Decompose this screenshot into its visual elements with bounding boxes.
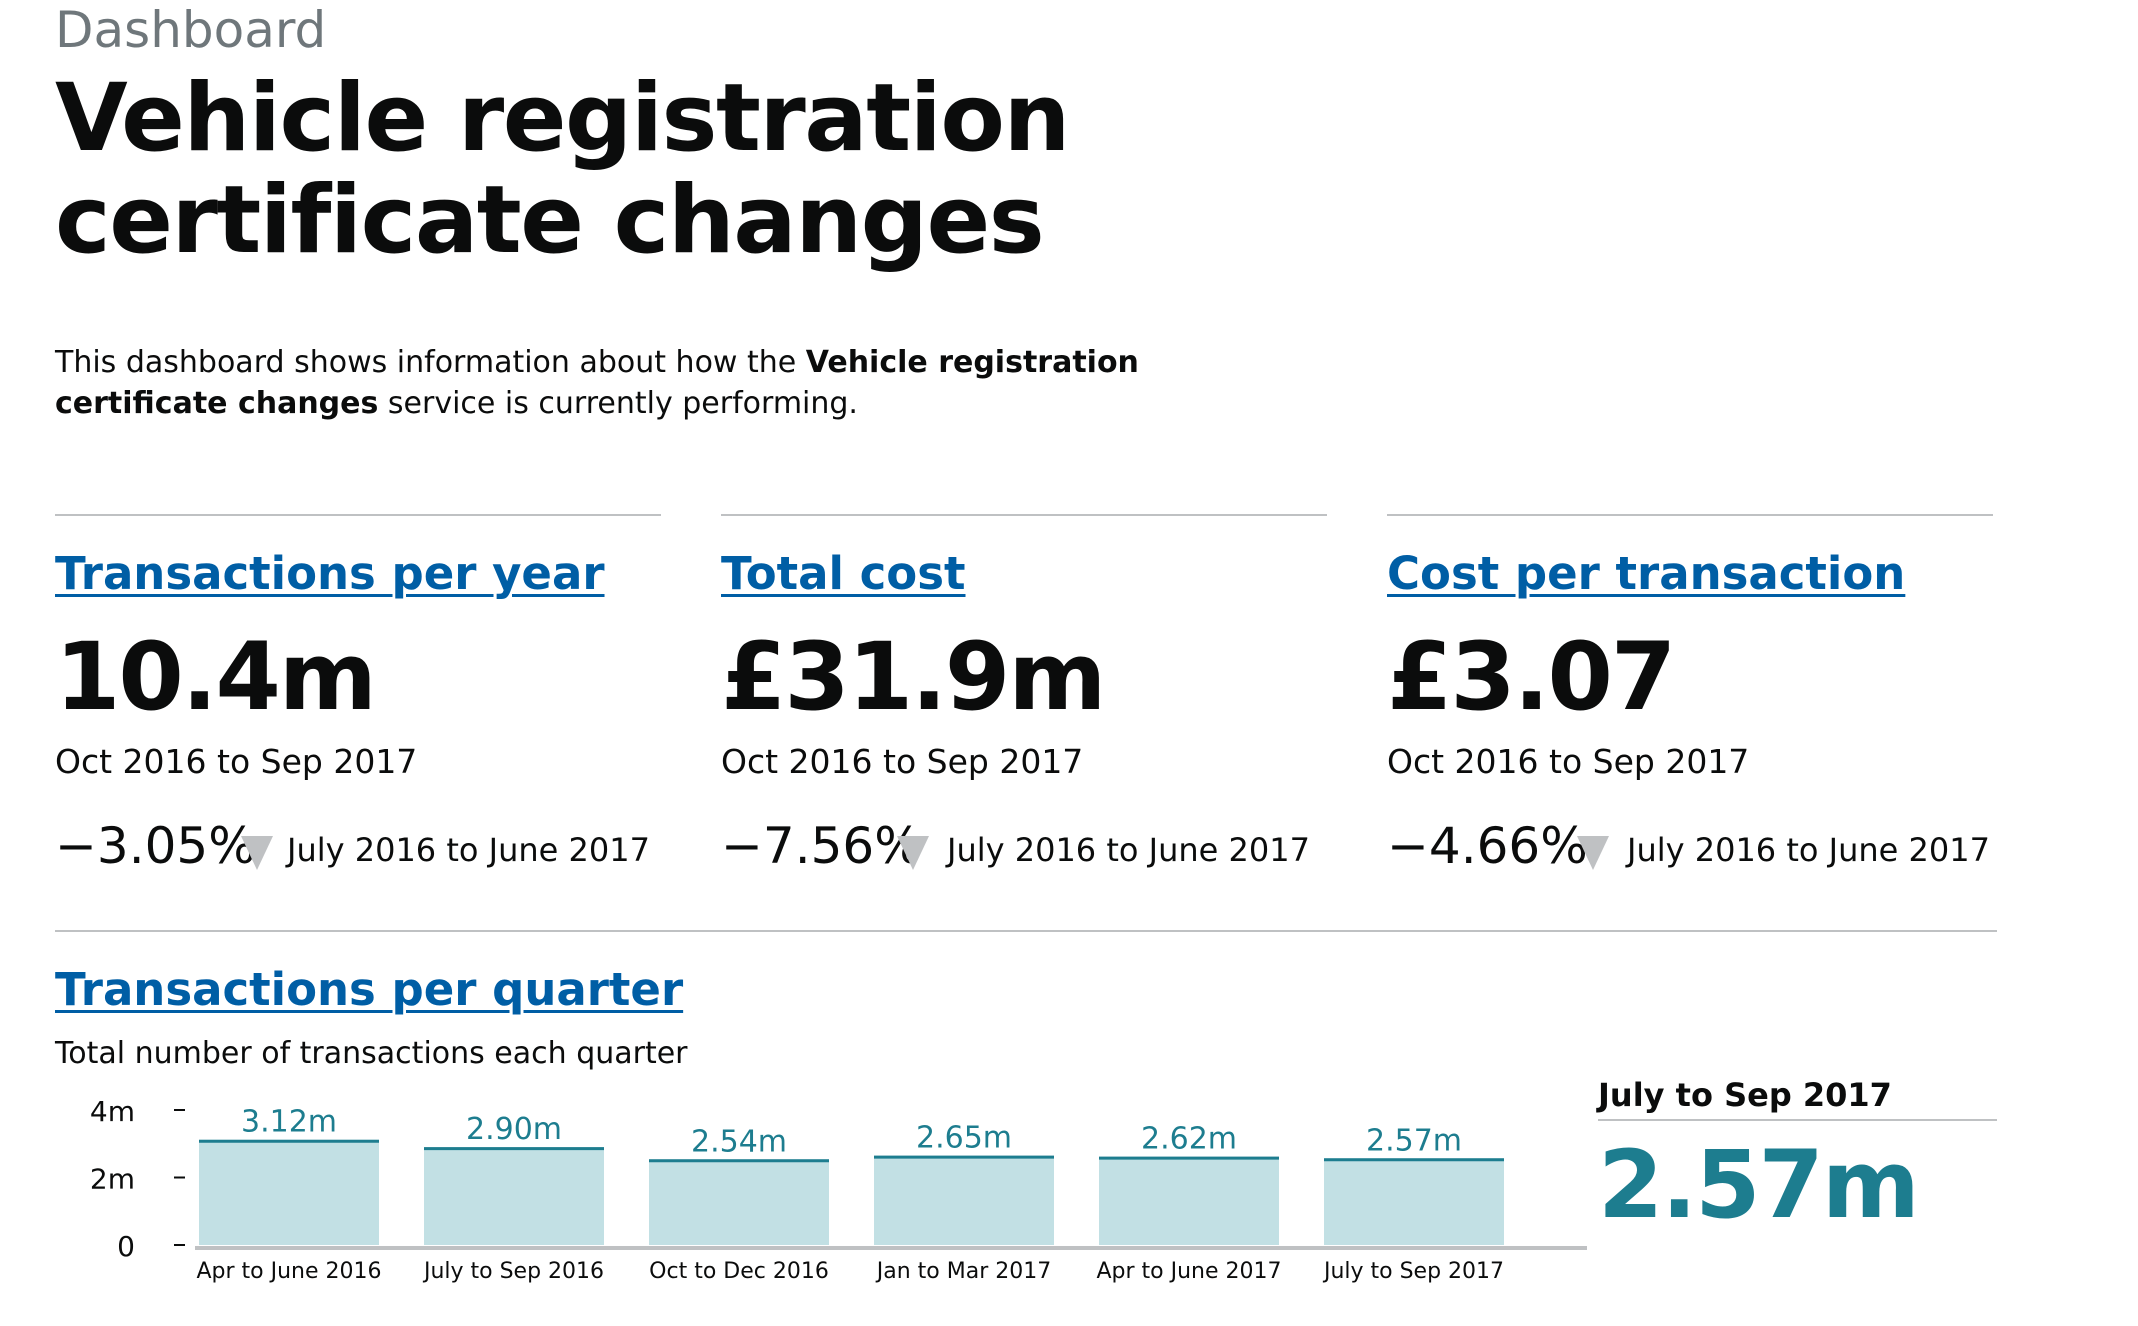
intro-text-before: This dashboard shows information about h… <box>55 345 806 380</box>
x-category-label: July to Sep 2016 <box>422 1259 604 1284</box>
bar <box>199 1139 379 1245</box>
bar-value-label: 3.12m <box>241 1105 337 1140</box>
kpi-total-cost: Total cost £31.9m Oct 2016 to Sep 2017 −… <box>721 514 1327 875</box>
kpi-value: £3.07 <box>1387 623 1676 732</box>
kpi-comparison-period: July 2016 to June 2017 <box>947 831 1310 869</box>
section-divider <box>55 930 1997 932</box>
intro-service-name: Vehicle registration certificate changes <box>55 345 1139 421</box>
kpi-change-percent: −7.56% <box>721 817 922 875</box>
x-category-label: July to Sep 2017 <box>1322 1259 1504 1284</box>
kpi-period: Oct 2016 to Sep 2017 <box>721 742 1084 781</box>
chart-description: Total number of transactions each quarte… <box>55 1036 688 1071</box>
bar <box>424 1147 604 1245</box>
transactions-per-quarter-chart: 4m 2m 0 3.12m Apr to June 2016 2.90m July to S… <box>90 1095 1587 1284</box>
breadcrumb: Dashboard <box>55 1 327 59</box>
kpi-title-link[interactable]: Transactions per year <box>55 547 605 600</box>
latest-quarter-label: July to Sep 2017 <box>1598 1076 1892 1114</box>
bar-value-label: 2.54m <box>691 1124 787 1159</box>
kpi-change-percent: −3.05% <box>55 817 256 875</box>
kpi-value: 10.4m <box>55 623 377 732</box>
x-category-label: Jan to Mar 2017 <box>875 1259 1051 1284</box>
trend-down-icon <box>1577 836 1609 870</box>
intro-text-after: service is currently performing. <box>378 386 858 421</box>
transactions-per-quarter-link[interactable]: Transactions per quarter <box>55 963 684 1016</box>
trend-down-icon <box>241 836 273 870</box>
kpi-title-link[interactable]: Cost per transaction <box>1387 547 1906 600</box>
bar-value-label: 2.90m <box>466 1112 562 1147</box>
page-title: Vehicle registration certificate changes <box>55 64 1070 275</box>
kpi-change-percent: −4.66% <box>1387 817 1588 875</box>
kpi-transactions-per-year: Transactions per year 10.4m Oct 2016 to … <box>55 514 661 875</box>
kpi-comparison-period: July 2016 to June 2017 <box>1627 831 1990 869</box>
y-tick-label: 2m <box>90 1163 135 1196</box>
x-category-label: Oct to Dec 2016 <box>649 1259 829 1284</box>
bar-value-label: 2.62m <box>1141 1122 1237 1157</box>
bar <box>1099 1156 1279 1245</box>
bar <box>1324 1158 1504 1245</box>
kpi-change: −3.05% July 2016 to June 2017 <box>55 816 675 876</box>
x-category-label: Apr to June 2017 <box>1096 1259 1281 1284</box>
kpi-period: Oct 2016 to Sep 2017 <box>55 742 418 781</box>
trend-down-icon <box>897 836 929 870</box>
y-tick-label: 0 <box>117 1230 135 1263</box>
x-category-label: Apr to June 2016 <box>196 1259 381 1284</box>
kpi-comparison-period: July 2016 to June 2017 <box>287 831 650 869</box>
kpi-period: Oct 2016 to Sep 2017 <box>1387 742 1750 781</box>
latest-quarter-value: 2.57m <box>1598 1131 1920 1240</box>
kpi-change: −4.66% July 2016 to June 2017 <box>1387 816 2007 876</box>
bar-value-label: 2.65m <box>916 1121 1012 1156</box>
kpi-title-link[interactable]: Total cost <box>721 547 966 600</box>
latest-quarter-rule <box>1598 1119 1997 1121</box>
bar-value-label: 2.57m <box>1366 1123 1462 1158</box>
intro-text: This dashboard shows information about h… <box>55 342 1275 424</box>
kpi-value: £31.9m <box>721 623 1106 732</box>
kpi-cost-per-transaction: Cost per transaction £3.07 Oct 2016 to S… <box>1387 514 1993 875</box>
kpi-change: −7.56% July 2016 to June 2017 <box>721 816 1341 876</box>
bar <box>649 1159 829 1245</box>
bar <box>874 1155 1054 1245</box>
y-tick-label: 4m <box>90 1095 135 1128</box>
